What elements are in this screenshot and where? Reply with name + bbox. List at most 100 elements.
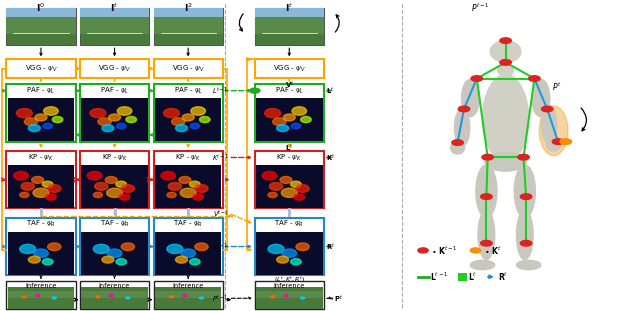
FancyBboxPatch shape [8,290,74,298]
Ellipse shape [168,183,182,190]
Ellipse shape [478,210,495,260]
Text: $L^{t-1}$: $L^{t-1}$ [212,85,228,96]
Ellipse shape [189,181,200,187]
Ellipse shape [175,125,188,132]
Ellipse shape [44,107,58,115]
Text: $\mathbf{V}^t$: $\mathbf{V}^t$ [285,79,294,90]
FancyBboxPatch shape [154,16,223,34]
FancyBboxPatch shape [155,232,221,275]
Ellipse shape [17,109,32,118]
Ellipse shape [268,244,284,253]
Ellipse shape [98,118,111,126]
Ellipse shape [87,171,102,180]
Ellipse shape [284,114,295,121]
FancyBboxPatch shape [6,8,76,17]
FancyBboxPatch shape [154,151,223,208]
FancyBboxPatch shape [80,59,149,78]
FancyBboxPatch shape [154,281,223,309]
Circle shape [109,295,113,297]
Ellipse shape [21,183,35,190]
Text: $\mathbf{K}^t$: $\mathbf{K}^t$ [326,152,335,163]
Ellipse shape [547,138,561,151]
FancyBboxPatch shape [8,232,74,275]
Ellipse shape [102,125,114,132]
Text: VGG - $\psi_V$: VGG - $\psi_V$ [98,63,131,74]
Ellipse shape [195,185,208,193]
Ellipse shape [52,116,63,123]
Circle shape [452,140,463,145]
Text: KP - $\psi_K$: KP - $\psi_K$ [175,152,201,163]
Circle shape [481,194,492,199]
Ellipse shape [31,176,44,183]
Ellipse shape [291,259,301,265]
Text: TAF - $\psi_R$: TAF - $\psi_R$ [275,219,304,230]
Circle shape [250,88,260,93]
Text: Inference: Inference [172,282,204,289]
FancyBboxPatch shape [458,273,467,281]
Ellipse shape [269,183,283,190]
Circle shape [126,297,130,299]
Ellipse shape [294,194,305,200]
Ellipse shape [296,243,309,251]
FancyBboxPatch shape [81,165,148,208]
Ellipse shape [301,116,311,123]
Text: $(L^t, K^t, R^t)$: $(L^t, K^t, R^t)$ [273,275,305,285]
Ellipse shape [498,64,514,77]
FancyBboxPatch shape [8,287,74,309]
FancyBboxPatch shape [255,8,324,17]
Text: TAF - $\psi_R$: TAF - $\psi_R$ [26,219,56,230]
Circle shape [500,60,511,65]
Text: TAF - $\psi_R$: TAF - $\psi_R$ [100,219,129,230]
Ellipse shape [47,243,61,251]
Text: PAF - $\psi_L$: PAF - $\psi_L$ [275,86,304,96]
Circle shape [552,139,564,144]
Circle shape [529,76,540,81]
Ellipse shape [93,192,102,198]
Text: $\mathbf{L}^t$: $\mathbf{L}^t$ [468,271,477,283]
Ellipse shape [276,125,289,132]
Ellipse shape [126,116,136,123]
Ellipse shape [161,171,175,180]
Text: Inference: Inference [25,282,57,289]
Circle shape [183,295,187,297]
Ellipse shape [20,192,29,198]
Ellipse shape [516,210,533,260]
Ellipse shape [276,256,289,263]
Ellipse shape [47,185,61,193]
FancyBboxPatch shape [155,98,221,141]
Circle shape [458,106,470,112]
Ellipse shape [292,107,307,115]
FancyBboxPatch shape [255,151,324,208]
FancyBboxPatch shape [80,16,149,34]
Ellipse shape [116,123,126,129]
Ellipse shape [280,176,292,183]
Ellipse shape [476,165,497,218]
Circle shape [271,296,275,298]
Ellipse shape [108,249,122,258]
Ellipse shape [109,114,120,121]
FancyBboxPatch shape [80,218,149,275]
Circle shape [52,297,56,299]
Ellipse shape [182,114,194,121]
Circle shape [518,154,529,160]
Ellipse shape [34,249,48,258]
FancyBboxPatch shape [154,218,223,275]
Ellipse shape [90,109,106,118]
Text: $\mathbf{L}^{t-1}$: $\mathbf{L}^{t-1}$ [430,271,449,283]
Ellipse shape [180,188,196,197]
Ellipse shape [105,176,117,183]
Text: PAF - $\psi_L$: PAF - $\psi_L$ [26,86,56,96]
FancyBboxPatch shape [256,290,323,298]
Ellipse shape [516,260,541,270]
FancyBboxPatch shape [80,281,149,309]
Ellipse shape [454,109,470,146]
Ellipse shape [282,249,296,258]
FancyBboxPatch shape [154,84,223,142]
FancyBboxPatch shape [80,8,149,17]
Ellipse shape [191,107,205,115]
Ellipse shape [175,256,188,263]
FancyBboxPatch shape [6,151,76,208]
Circle shape [471,76,483,81]
Text: $\bullet$ $\mathbf{K}^{t-1}$: $\bullet$ $\mathbf{K}^{t-1}$ [431,244,458,257]
Text: KP - $\psi_K$: KP - $\psi_K$ [276,152,302,163]
